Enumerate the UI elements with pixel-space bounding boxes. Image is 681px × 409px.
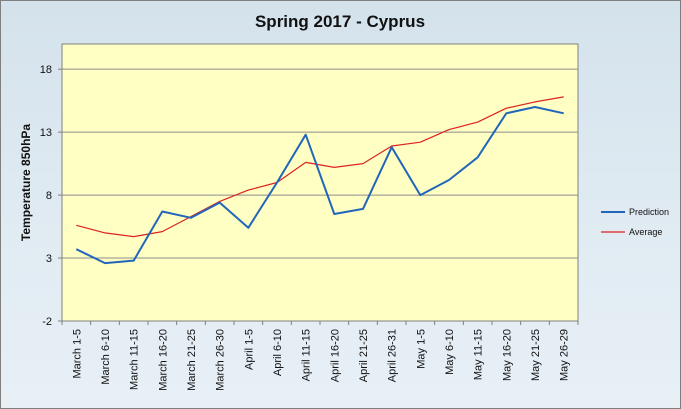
plot-area bbox=[61, 43, 579, 322]
x-tick-label: May 21-25 bbox=[530, 329, 542, 381]
x-tick-label: May 6-10 bbox=[444, 329, 456, 375]
x-tick-label: March 21-25 bbox=[186, 329, 198, 391]
x-tick-label: April 16-20 bbox=[329, 329, 341, 382]
chart-title: Spring 2017 - Cyprus bbox=[255, 12, 425, 31]
series-line-average bbox=[76, 96, 564, 238]
x-tick-label: March 11-15 bbox=[129, 329, 141, 390]
y-tick-label: 8 bbox=[46, 190, 52, 202]
x-tick-label: May 1-5 bbox=[415, 329, 427, 369]
legend: Prediction Average bbox=[601, 207, 669, 237]
legend-label-prediction: Prediction bbox=[629, 207, 669, 217]
y-axis-ticks: -2 3 8 13 18 bbox=[40, 64, 62, 328]
series-lines bbox=[75, 96, 564, 265]
series-line-prediction bbox=[75, 106, 564, 265]
x-tick-label: May 11-15 bbox=[473, 329, 485, 380]
y-tick-label: 3 bbox=[46, 253, 52, 265]
x-tick-label: April 1-5 bbox=[243, 329, 255, 370]
x-tick-label: March 26-30 bbox=[215, 329, 227, 391]
legend-label-average: Average bbox=[629, 227, 662, 237]
x-tick-label: March 16-20 bbox=[157, 329, 169, 391]
y-tick-label: -2 bbox=[42, 316, 52, 328]
x-tick-label: April 21-25 bbox=[358, 329, 370, 382]
x-tick-label: April 6-10 bbox=[272, 329, 284, 376]
x-axis-ticks: March 1-5 March 6-10 March 11-15 March 16-2… bbox=[61, 321, 579, 391]
y-axis-label: Temperature 850hPa bbox=[19, 124, 33, 241]
x-tick-label: March 1-5 bbox=[71, 329, 83, 379]
x-tick-label: March 6-10 bbox=[100, 329, 112, 385]
gridlines bbox=[62, 68, 578, 259]
x-tick-label: May 16-20 bbox=[501, 329, 513, 381]
x-tick-label: April 26-31 bbox=[387, 329, 399, 382]
y-tick-label: 13 bbox=[40, 127, 52, 139]
x-tick-label: April 11-15 bbox=[301, 329, 313, 381]
y-tick-label: 18 bbox=[40, 64, 52, 76]
x-tick-label: May 26-29 bbox=[559, 329, 571, 381]
